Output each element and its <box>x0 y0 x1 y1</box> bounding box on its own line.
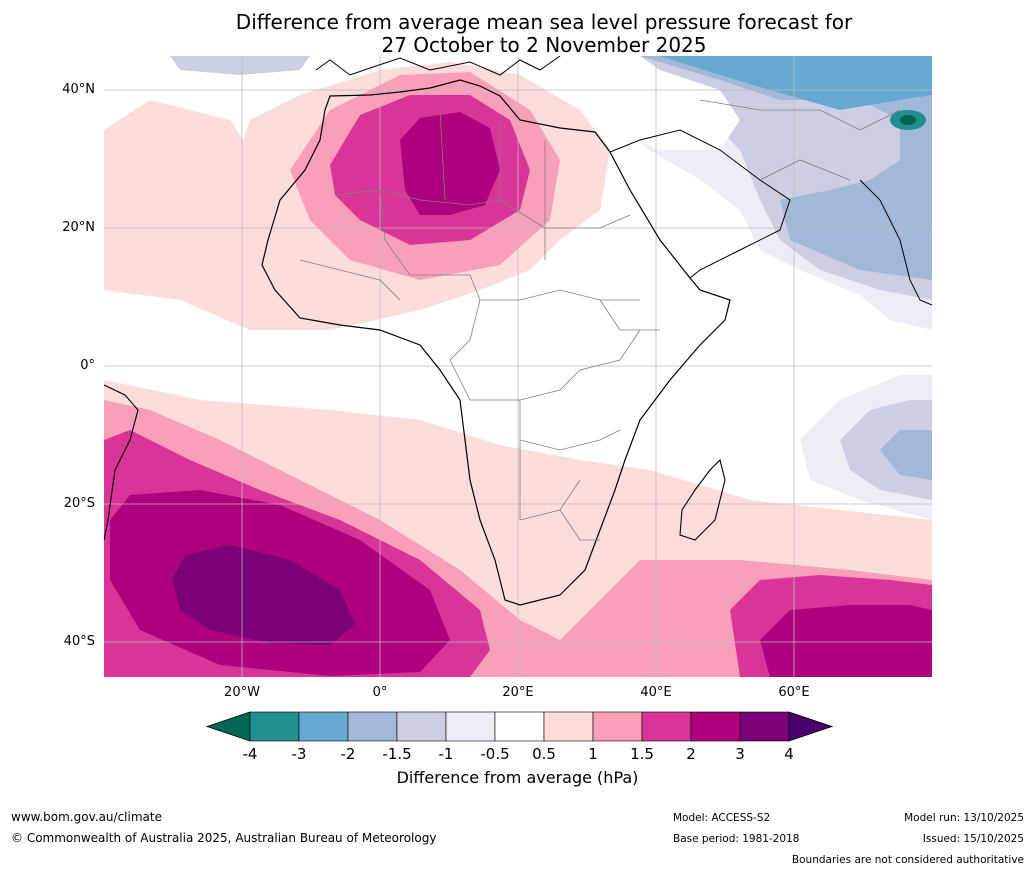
lon-label-60e: 60°E <box>778 685 810 700</box>
lat-label-20n: 20°N <box>62 220 95 235</box>
colorbar-arrow-high <box>788 711 834 742</box>
anomaly-fill <box>900 115 916 125</box>
gridlines <box>104 56 932 677</box>
colorbar-segment <box>592 711 643 742</box>
europe-coastline <box>315 56 561 76</box>
colorbar-label: Difference from average (hPa) <box>396 768 639 787</box>
anomaly-fill <box>560 56 740 150</box>
colorbar-segment <box>739 711 790 742</box>
anomaly-fill <box>760 605 932 677</box>
anomaly-fill <box>880 430 932 480</box>
colorbar-segment <box>445 711 496 742</box>
colorbar-tick-label: -1 <box>438 745 454 763</box>
colorbar <box>205 711 834 742</box>
footer-copyright: © Commonwealth of Australia 2025, Austra… <box>11 831 437 845</box>
colorbar-segment <box>690 711 741 742</box>
colorbar-segment <box>543 711 594 742</box>
footer-issued: Issued: 15/10/2025 <box>922 833 1024 845</box>
arabia-coastline <box>609 129 791 279</box>
colorbar-tick-label: -1.5 <box>382 745 412 763</box>
south-america-coastline <box>104 384 139 541</box>
anomaly-fill <box>640 56 932 280</box>
country-borders <box>299 99 901 541</box>
colorbar-tick-label: 3 <box>735 745 745 763</box>
lat-label-0: 0° <box>80 358 95 373</box>
lat-label-40s: 40°S <box>63 634 95 649</box>
colorbar-tick-label: 1.5 <box>630 745 654 763</box>
anomaly-fill <box>400 112 500 215</box>
footer-model: Model: ACCESS-S2 <box>673 812 771 824</box>
lat-label-40n: 40°N <box>62 82 95 97</box>
footer-disclaimer: Boundaries are not considered authoritat… <box>791 854 1024 866</box>
lon-label-20e: 20°E <box>502 685 534 700</box>
anomaly-fill <box>660 56 932 110</box>
colorbar-segment <box>249 711 300 742</box>
colorbar-segment <box>298 711 349 742</box>
map-title-line-1: Difference from average mean sea level p… <box>235 10 853 34</box>
colorbar-tick-label: -0.5 <box>480 745 510 763</box>
lon-label-40e: 40°E <box>640 685 672 700</box>
anomaly-fill <box>170 56 310 75</box>
india-coastline <box>859 179 932 306</box>
colorbar-tick-label: -3 <box>291 745 307 763</box>
colorbar-tick-label: 1 <box>588 745 598 763</box>
colorbar-tick-label: 4 <box>784 745 794 763</box>
colorbar-tick-label: -4 <box>242 745 258 763</box>
colorbar-segment <box>396 711 447 742</box>
lat-label-20s: 20°S <box>63 496 95 511</box>
lon-label-0: 0° <box>372 685 388 700</box>
map-title-line-2: 27 October to 2 November 2025 <box>381 33 707 57</box>
lon-label-20w: 20°W <box>224 685 260 700</box>
colorbar-segment <box>494 711 545 742</box>
colorbar-tick-label: 2 <box>686 745 696 763</box>
colorbar-tick-label: -2 <box>340 745 356 763</box>
anomaly-fill <box>172 545 355 645</box>
anomaly-fill <box>104 100 250 220</box>
footer-base-period: Base period: 1981-2018 <box>673 833 800 845</box>
map-panel <box>104 56 932 677</box>
madagascar-coastline <box>679 458 726 541</box>
footer-model-run: Model run: 13/10/2025 <box>904 812 1024 824</box>
colorbar-arrow-low <box>205 711 251 742</box>
footer-url: www.bom.gov.au/climate <box>11 810 162 824</box>
africa-coastline <box>261 79 731 606</box>
colorbar-tick-label: 0.5 <box>532 745 556 763</box>
colorbar-segment <box>347 711 398 742</box>
colorbar-segment <box>641 711 692 742</box>
